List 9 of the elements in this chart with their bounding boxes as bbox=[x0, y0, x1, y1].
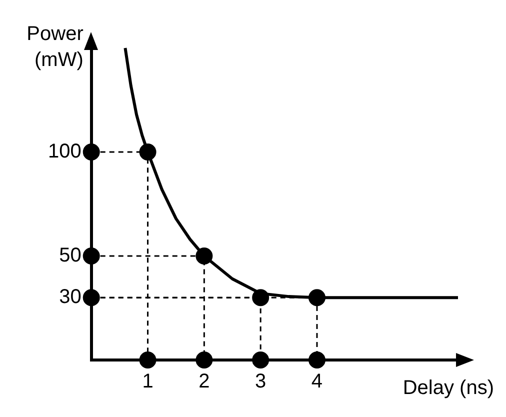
y-tick-label: 100 bbox=[48, 140, 82, 163]
x-tick-label: 3 bbox=[255, 370, 266, 393]
y-axis-title: Power (mW) bbox=[26, 23, 84, 71]
x-tick-label: 1 bbox=[142, 370, 154, 393]
x-tick-label: 2 bbox=[198, 370, 210, 393]
y-tick-label: 30 bbox=[59, 286, 82, 308]
y-tick-label: 50 bbox=[59, 244, 82, 267]
x-tick-label: 4 bbox=[311, 370, 323, 393]
x-axis-title: Delay (ns) bbox=[402, 377, 494, 399]
